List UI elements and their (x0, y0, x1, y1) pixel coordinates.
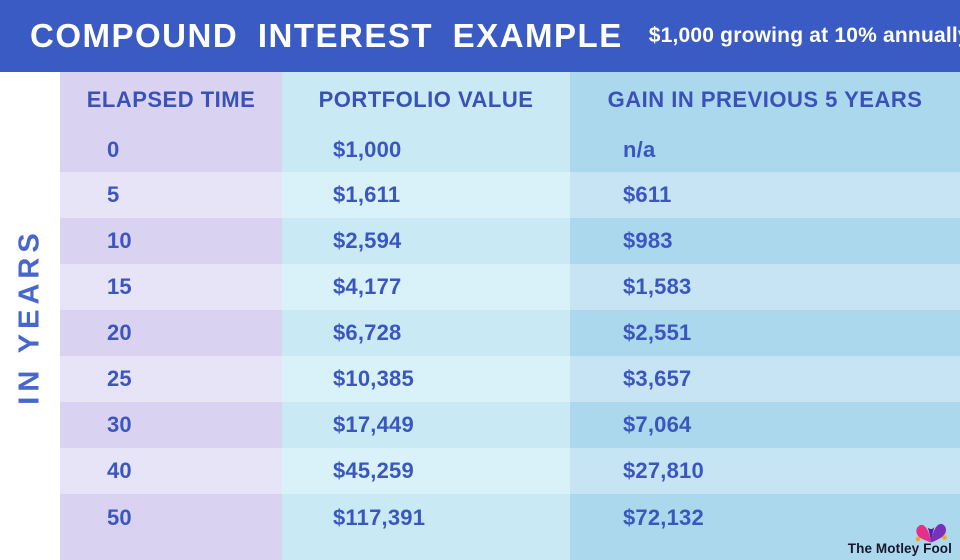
table-row: 15 $4,177 $1,583 (60, 264, 960, 310)
table-row: 10 $2,594 $983 (60, 218, 960, 264)
cell-text: $117,391 (333, 505, 426, 530)
elapsed-time-cell: 50 (60, 494, 282, 560)
elapsed-time-cell: 30 (60, 402, 282, 448)
page-title: COMPOUND INTEREST EXAMPLE (30, 17, 623, 54)
page-subtitle: $1,000 growing at 10% annually (648, 24, 960, 47)
brand-name: The Motley Fool (847, 541, 952, 556)
elapsed-time-cell: 5 (60, 172, 282, 218)
portfolio-value-cell: $10,385 (282, 356, 570, 402)
portfolio-value-cell: $1,000 (282, 127, 570, 172)
gain-cell: $1,583 (570, 264, 960, 310)
gain-cell: $2,551 (570, 310, 960, 356)
table-header-row: ELAPSED TIME PORTFOLIO VALUE GAIN IN PRE… (60, 72, 960, 127)
table-row: 40 $45,259 $27,810 (60, 448, 960, 494)
row-axis-label: IN YEARS (13, 227, 46, 405)
elapsed-time-cell: 10 (60, 218, 282, 264)
column-header-portfolio-value: PORTFOLIO VALUE (282, 72, 570, 127)
table-row: 20 $6,728 $2,551 (60, 310, 960, 356)
table-row: 0 $1,000 n/a (60, 127, 960, 172)
elapsed-time-cell: 15 (60, 264, 282, 310)
portfolio-value-cell: $4,177 (282, 264, 570, 310)
compound-interest-table: ELAPSED TIME PORTFOLIO VALUE GAIN IN PRE… (60, 72, 960, 560)
brand-logo: The Motley Fool (848, 520, 952, 556)
portfolio-value-cell: $2,594 (282, 218, 570, 264)
gain-cell: $27,810 (570, 448, 960, 494)
elapsed-time-cell: 25 (60, 356, 282, 402)
gain-cell: $72,132 (570, 494, 960, 560)
gain-cell: $7,064 (570, 402, 960, 448)
gain-cell: n/a (570, 127, 960, 172)
portfolio-value-cell: $6,728 (282, 310, 570, 356)
table-row: 30 $17,449 $7,064 (60, 402, 960, 448)
elapsed-time-cell: 40 (60, 448, 282, 494)
header-banner: COMPOUND INTEREST EXAMPLE $1,000 growing… (0, 0, 960, 72)
cell-text: 50 (107, 505, 132, 530)
elapsed-time-cell: 20 (60, 310, 282, 356)
jester-hat-icon (915, 523, 947, 543)
cell-text: $72,132 (623, 505, 704, 530)
elapsed-time-cell: 0 (60, 127, 282, 172)
portfolio-value-cell: $117,391 (282, 494, 570, 560)
gain-cell: $983 (570, 218, 960, 264)
gain-cell: $611 (570, 172, 960, 218)
table-row: 50 $117,391 $72,132 (60, 494, 960, 560)
column-header-elapsed-time: ELAPSED TIME (60, 72, 282, 127)
portfolio-value-cell: $1,611 (282, 172, 570, 218)
gain-cell: $3,657 (570, 356, 960, 402)
portfolio-value-cell: $17,449 (282, 402, 570, 448)
column-header-gain: GAIN IN PREVIOUS 5 YEARS (570, 72, 960, 127)
row-axis-rail: IN YEARS (0, 72, 60, 560)
table-row: 25 $10,385 $3,657 (60, 356, 960, 402)
portfolio-value-cell: $45,259 (282, 448, 570, 494)
table-row: 5 $1,611 $611 (60, 172, 960, 218)
